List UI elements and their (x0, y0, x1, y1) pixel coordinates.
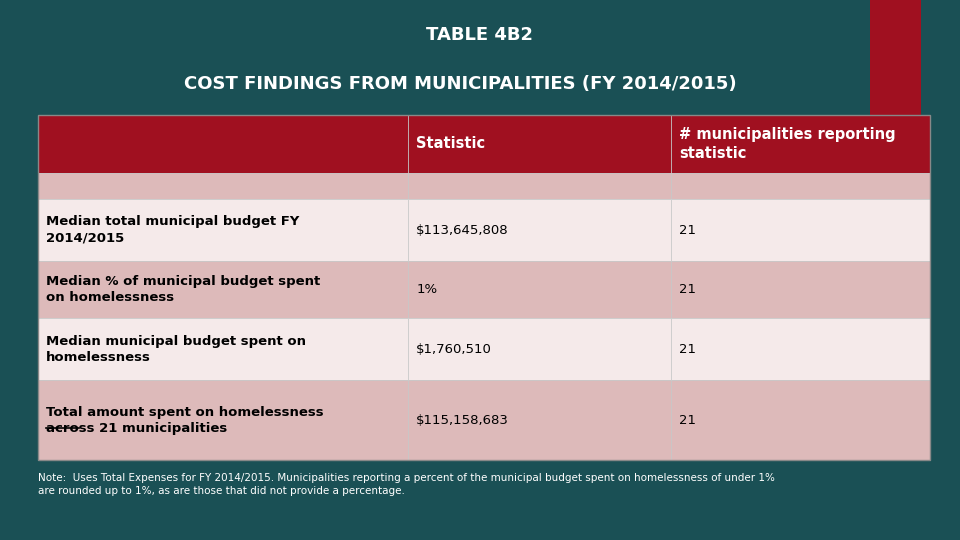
Bar (408, 319, 671, 380)
Bar (408, 261, 671, 319)
Text: 21: 21 (680, 414, 696, 427)
Text: Median municipal budget spent on
homelessness: Median municipal budget spent on homeles… (46, 335, 306, 364)
Text: COST FINDINGS FROM MUNICIPALITIES (FY 2014/2015): COST FINDINGS FROM MUNICIPALITIES (FY 20… (184, 75, 737, 93)
Bar (671, 115, 930, 172)
Bar (38, 261, 408, 319)
Text: $115,158,683: $115,158,683 (417, 414, 509, 427)
Bar (408, 199, 671, 261)
Bar (38, 172, 408, 199)
Text: Total amount spent on homelessness
across 21 municipalities: Total amount spent on homelessness acros… (46, 406, 324, 435)
Bar (408, 172, 671, 199)
Text: 21: 21 (680, 283, 696, 296)
Text: $1,760,510: $1,760,510 (417, 343, 492, 356)
Text: Median total municipal budget FY
2014/2015: Median total municipal budget FY 2014/20… (46, 215, 300, 245)
Bar (38, 199, 408, 261)
Bar (408, 380, 671, 460)
Text: TABLE 4B2: TABLE 4B2 (426, 26, 534, 44)
Bar (671, 319, 930, 380)
Bar (671, 380, 930, 460)
Bar (870, 0, 921, 410)
Text: 21: 21 (680, 224, 696, 237)
Bar (671, 261, 930, 319)
Text: $113,645,808: $113,645,808 (417, 224, 509, 237)
Text: Statistic: Statistic (417, 136, 486, 151)
Bar (38, 115, 930, 460)
Bar (671, 199, 930, 261)
Bar (38, 115, 408, 172)
Bar (38, 319, 408, 380)
Text: 21: 21 (680, 343, 696, 356)
Text: Median % of municipal budget spent
on homelessness: Median % of municipal budget spent on ho… (46, 275, 321, 304)
Bar (38, 380, 408, 460)
Text: 1%: 1% (417, 283, 438, 296)
Bar (408, 115, 671, 172)
Text: Note:  Uses Total Expenses for FY 2014/2015. Municipalities reporting a percent : Note: Uses Total Expenses for FY 2014/20… (38, 473, 775, 496)
Text: # municipalities reporting
statistic: # municipalities reporting statistic (680, 127, 896, 160)
Bar (671, 172, 930, 199)
